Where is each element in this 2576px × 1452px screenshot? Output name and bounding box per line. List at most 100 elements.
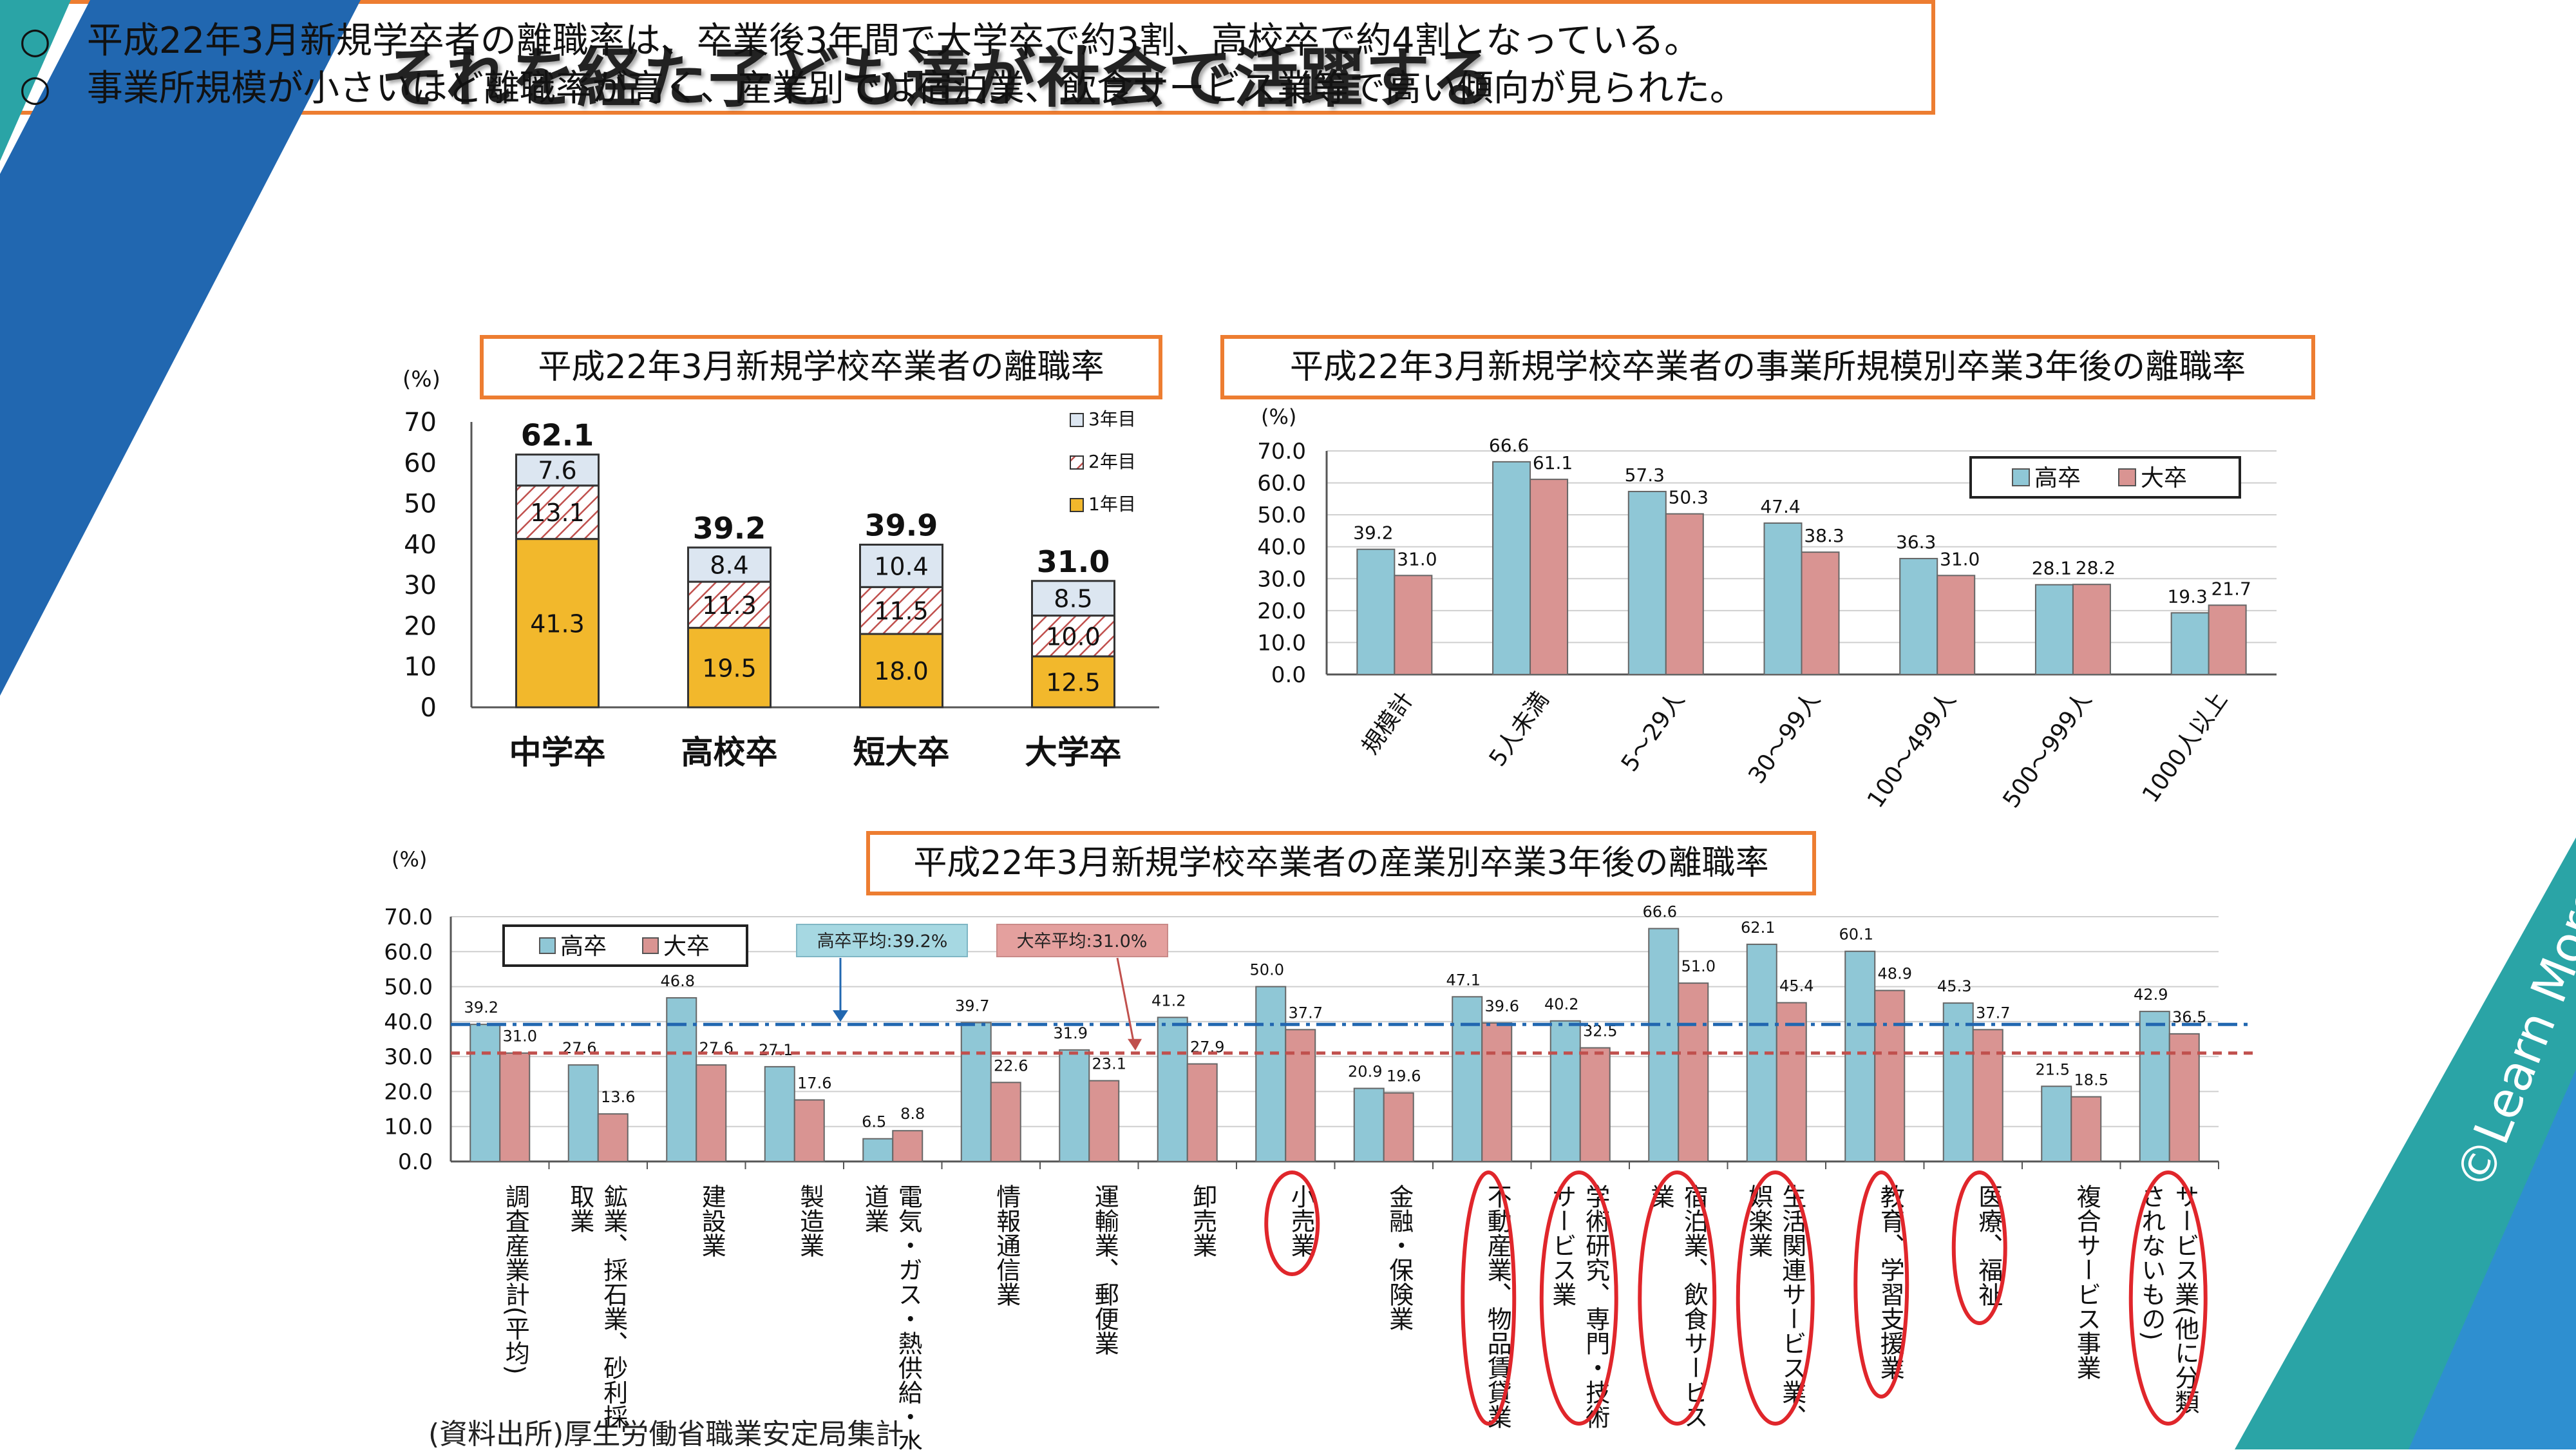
chart3-category-label: 娯楽業 (1745, 1184, 1773, 1257)
chart2-bar-高卒 (1356, 548, 1396, 675)
chart3-value-label: 37.7 (1289, 1004, 1323, 1022)
chart3-category-label: 鉱業、採石業、砂利採 (600, 1184, 628, 1429)
chart3-bar-高卒 (1353, 1087, 1385, 1162)
chart3-value-label: 13.6 (601, 1088, 635, 1106)
chart3-bar-大卒 (1383, 1092, 1414, 1162)
chart1-bar-3年目 (859, 543, 943, 588)
chart3-value-label: 48.9 (1878, 965, 1912, 983)
chart2-ytick: 30.0 (1257, 566, 1306, 592)
chart1-value-label: 11.5 (874, 597, 929, 626)
chart3-category-label: 製造業 (796, 1184, 824, 1257)
chart2-ytick: 0.0 (1271, 662, 1306, 688)
chart1-ytick: 60 (404, 448, 437, 478)
chart1-category-label: 大学卒 (1025, 734, 1122, 771)
chart3-value-label: 45.3 (1937, 977, 1971, 995)
chart2-legend-swatch (2118, 468, 2136, 486)
chart3-daigaku-average-label: 大卒平均:31.0% (1017, 931, 1148, 951)
chart3-bar-高卒 (1844, 950, 1876, 1162)
chart3-daigaku-average-arrowhead (1128, 1038, 1142, 1051)
chart1-ytick: 0 (421, 693, 437, 723)
chart1-ytick: 70 (404, 408, 437, 437)
chart3-legend-label: 高卒 (560, 933, 607, 960)
chart2-ytick: 10.0 (1257, 630, 1306, 656)
chart1-category-label: 中学卒 (509, 734, 606, 771)
chart2-ytick: 50.0 (1257, 502, 1306, 528)
chart1-legend-swatch (1070, 455, 1084, 470)
chart3-ytick: 30.0 (384, 1044, 433, 1070)
chart2-bar-高卒 (1627, 490, 1667, 675)
chart1-value-label: 8.4 (710, 551, 748, 580)
chart2-bar-高卒 (1763, 522, 1803, 675)
chart3-value-label: 41.2 (1151, 991, 1186, 1009)
chart1-value-label: 19.5 (702, 654, 757, 682)
chart2-value-label: 31.0 (1397, 548, 1437, 569)
chart3-bar-高卒 (764, 1065, 795, 1163)
summary-line-2: ○ 事業所規模が小さいほど離職率が高く、産業別では宿泊業、飲食サービス業等で高い… (19, 68, 1746, 110)
chart2-ytick: 40.0 (1257, 535, 1306, 560)
chart1-ytick: 30 (404, 571, 437, 600)
chart3-ytick: 20.0 (384, 1079, 433, 1105)
chart3-value-label: 50.0 (1250, 961, 1284, 979)
chart3-category-label: 医療、福祉 (1975, 1184, 2003, 1306)
chart3-daigaku-average-badge (996, 924, 1168, 957)
chart1-value-label: 18.0 (874, 657, 929, 685)
chart3-highlight-ellipse (1853, 1170, 1909, 1399)
chart3-value-label: 20.9 (1348, 1063, 1382, 1081)
chart3-bar-大卒 (990, 1082, 1021, 1163)
chart3-value-label: 45.4 (1779, 977, 1814, 995)
chart2-bar-大卒 (2208, 604, 2247, 675)
chart3-value-label: 8.8 (900, 1105, 925, 1123)
chart2-value-label: 28.2 (2076, 557, 2116, 578)
chart1-legend-swatch (1070, 498, 1084, 512)
chart3-koko-average-badge (796, 924, 968, 957)
chart1-ytick: 10 (404, 653, 437, 682)
summary-line-1: ○ 平成22年3月新規学卒者の離職率は、卒業後3年間で大学卒で約3割、高校卒で約… (19, 20, 1701, 62)
chart3-category-label: 運輸業、郵便業 (1090, 1184, 1119, 1355)
source-note: (資料出所)厚生労働省職業安定局集計 (428, 1418, 904, 1451)
chart2-ytick: 70.0 (1257, 439, 1306, 464)
chart3-bar-大卒 (793, 1099, 825, 1163)
chart1-value-label: 13.1 (530, 499, 585, 527)
chart3-ytick: 10.0 (384, 1114, 433, 1140)
chart3-legend-label: 大卒 (663, 933, 710, 960)
chart1-bar-3年目 (515, 454, 600, 487)
chart3-highlight-ellipse (1539, 1170, 1618, 1426)
chart3-value-label: 31.0 (503, 1027, 537, 1046)
chart3-highlight-ellipse (2128, 1170, 2208, 1426)
chart2-title: 平成22年3月新規学校卒業者の事業所規模別卒業3年後の離職率 (1220, 335, 2315, 399)
chart1-bar-2年目 (1031, 615, 1115, 658)
chart3-bar-大卒 (2168, 1033, 2200, 1163)
chart3-ytick: 40.0 (384, 1009, 433, 1035)
chart3-category-label: 卸売業 (1189, 1184, 1217, 1257)
chart1-total-label: 31.0 (1037, 544, 1110, 579)
chart3-ytick: 60.0 (384, 939, 433, 965)
chart3-highlight-ellipse (1736, 1170, 1815, 1426)
chart3-value-label: 60.1 (1839, 926, 1873, 944)
chart2-bar-高卒 (1492, 461, 1531, 676)
chart3-value-label: 47.1 (1446, 971, 1481, 989)
chart3-bar-大卒 (696, 1064, 727, 1162)
chart3-bar-大卒 (892, 1130, 923, 1162)
chart1-bar-2年目 (859, 586, 943, 635)
chart3-category-label: 道業 (860, 1184, 889, 1233)
chart2-bar-大卒 (2072, 584, 2111, 675)
chart2-value-label: 38.3 (1804, 525, 1844, 546)
chart3-highlight-ellipse (1951, 1170, 2007, 1325)
chart3-bar-高卒 (1255, 986, 1287, 1162)
chart2-bar-大卒 (1394, 575, 1433, 675)
chart1-ytick: 40 (404, 530, 437, 560)
chart2-ytick: 20.0 (1257, 598, 1306, 624)
chart1-category-label: 短大卒 (853, 734, 950, 771)
chart3-bar-大卒 (1088, 1080, 1120, 1162)
chart3-value-label: 22.6 (994, 1056, 1028, 1075)
chart3-category-label: 小売業 (1287, 1184, 1315, 1257)
chart3-value-label: 19.6 (1387, 1067, 1421, 1085)
chart3-category-label: 教育、学習支援業 (1876, 1184, 1904, 1380)
chart3-category-label: 調査産業計(平均) (501, 1184, 529, 1375)
chart1-bar-2年目 (515, 484, 600, 540)
chart3-bar-大卒 (1285, 1029, 1316, 1163)
chart1-legend-label: 2年目 (1088, 451, 1136, 472)
